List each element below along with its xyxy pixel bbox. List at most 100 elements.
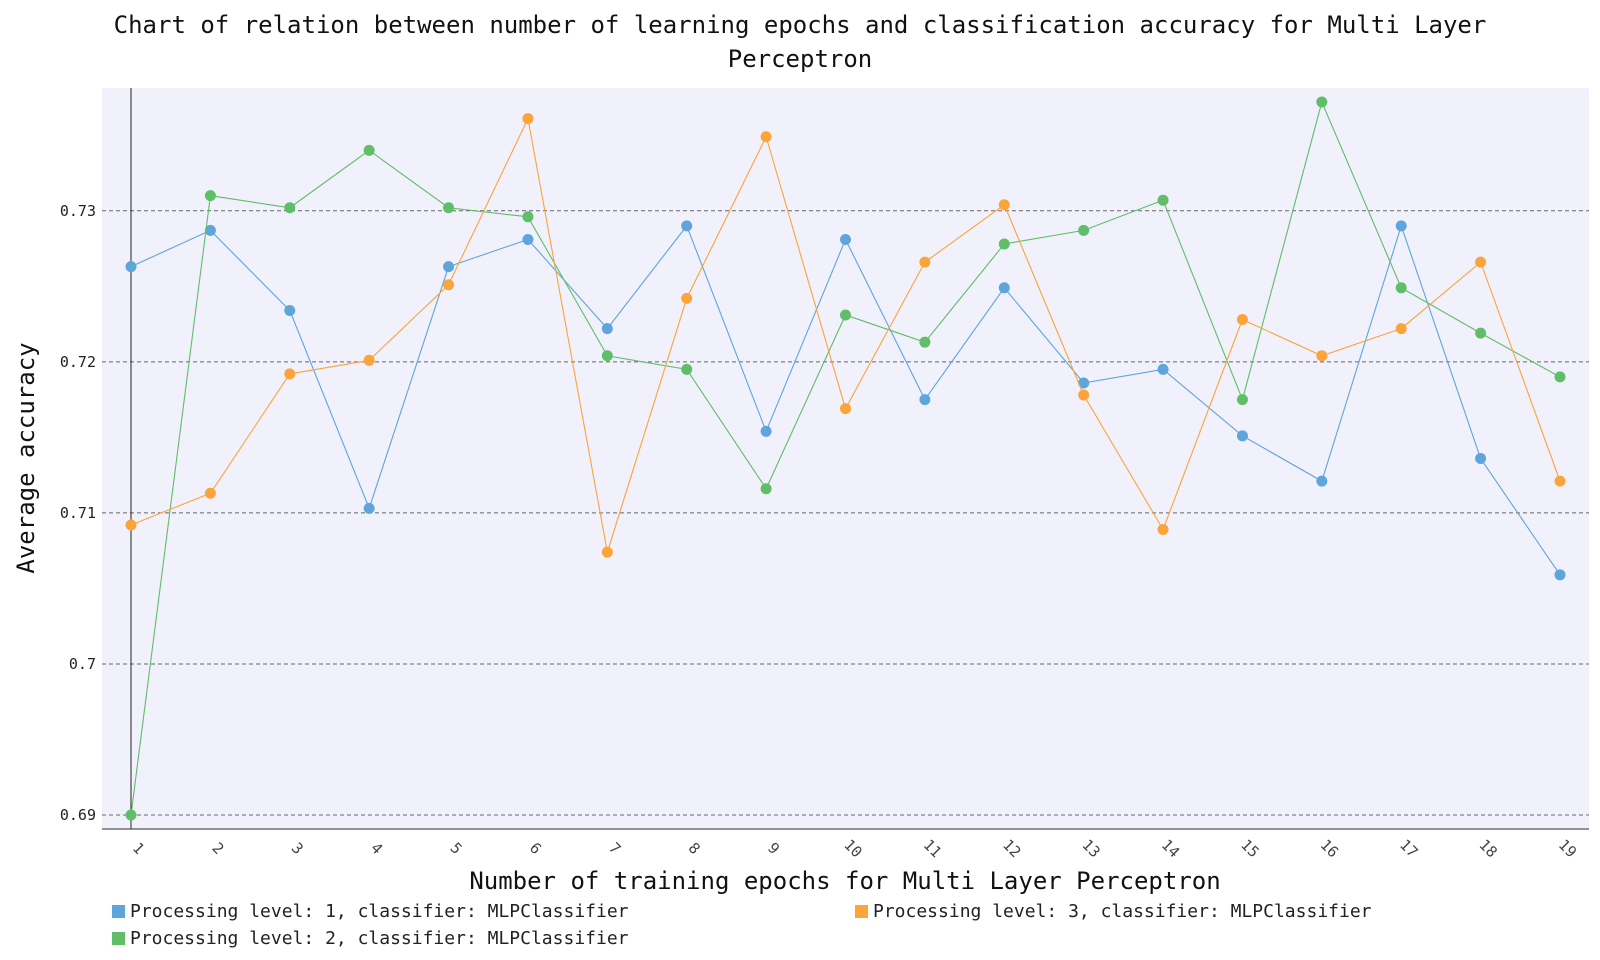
plot-area bbox=[102, 88, 1589, 829]
data-point bbox=[284, 368, 296, 380]
data-point bbox=[363, 354, 375, 366]
x-tick-label: 11 bbox=[920, 836, 946, 862]
data-point bbox=[363, 502, 375, 514]
data-point bbox=[1475, 453, 1487, 464]
data-point bbox=[919, 256, 931, 268]
data-point bbox=[760, 425, 772, 437]
data-point bbox=[1316, 475, 1328, 487]
legend-item: Processing level: 3, classifier: MLPClas… bbox=[855, 901, 1372, 922]
data-point bbox=[998, 282, 1010, 294]
x-tick-label: 17 bbox=[1396, 836, 1422, 862]
x-tick-label: 9 bbox=[764, 839, 783, 858]
y-tick-label: 0.69 bbox=[60, 806, 96, 824]
data-point bbox=[1157, 363, 1169, 375]
x-tick-label: 5 bbox=[447, 839, 466, 858]
legend-swatch bbox=[112, 932, 125, 945]
x-tick-labels: 1 2 3 4 5 6 7 8 9 10 11 12 13 14 15 16 17 18 19 bbox=[129, 836, 1580, 862]
data-point bbox=[522, 113, 534, 125]
series-layer bbox=[125, 96, 1566, 821]
data-point bbox=[204, 487, 216, 499]
data-point bbox=[204, 190, 216, 202]
data-point bbox=[1554, 569, 1566, 581]
data-point bbox=[1157, 523, 1169, 535]
x-tick-label: 8 bbox=[685, 839, 704, 858]
data-point bbox=[919, 336, 931, 348]
legend-label: Processing level: 2, classifier: MLPClas… bbox=[130, 928, 629, 949]
data-point bbox=[1236, 314, 1248, 326]
x-tick-label: 7 bbox=[605, 839, 624, 858]
data-point bbox=[681, 220, 693, 232]
legend-label: Processing level: 3, classifier: MLPClas… bbox=[873, 901, 1372, 922]
x-tick-label: 14 bbox=[1158, 836, 1184, 862]
data-point bbox=[1236, 394, 1248, 406]
x-tick-label: 1 bbox=[129, 839, 148, 858]
legend-swatch bbox=[855, 905, 868, 918]
data-point bbox=[1316, 96, 1328, 108]
data-point bbox=[1554, 371, 1566, 383]
data-point bbox=[1395, 282, 1407, 294]
legend-label: Processing level: 1, classifier: MLPClas… bbox=[130, 901, 629, 922]
chart-title-line2: Perceptron bbox=[728, 45, 873, 73]
x-tick-label: 6 bbox=[526, 839, 545, 858]
data-point bbox=[1395, 220, 1407, 232]
data-point bbox=[125, 261, 137, 273]
legend-item: Processing level: 2, classifier: MLPClas… bbox=[112, 928, 629, 949]
data-point bbox=[998, 199, 1010, 211]
data-point bbox=[1078, 224, 1090, 236]
data-point bbox=[1078, 377, 1090, 389]
data-point bbox=[760, 483, 772, 495]
data-point bbox=[601, 323, 613, 335]
data-point bbox=[284, 202, 296, 214]
x-tick-label: 13 bbox=[1078, 836, 1104, 862]
data-point bbox=[998, 238, 1010, 250]
data-point bbox=[1554, 475, 1566, 487]
data-point bbox=[363, 144, 375, 156]
data-point bbox=[760, 131, 772, 143]
x-tick-label: 4 bbox=[367, 839, 386, 858]
x-axis-label: Number of training epochs for Multi Laye… bbox=[469, 867, 1220, 895]
data-point bbox=[284, 304, 296, 316]
y-tick-label: 0.73 bbox=[60, 202, 96, 220]
chart-title-line1: Chart of relation between number of lear… bbox=[114, 11, 1487, 39]
data-point bbox=[1157, 194, 1169, 206]
data-point bbox=[125, 809, 137, 821]
data-point bbox=[1395, 323, 1407, 335]
x-tick-label: 16 bbox=[1317, 836, 1343, 862]
y-tick-label: 0.7 bbox=[69, 655, 96, 673]
x-tick-label: 2 bbox=[208, 839, 227, 858]
grid-lines bbox=[102, 210, 1589, 816]
legend-swatch bbox=[112, 905, 125, 918]
x-tick-label: 3 bbox=[288, 839, 307, 858]
legend: Processing level: 1, classifier: MLPClas… bbox=[112, 901, 1372, 949]
series-2 bbox=[125, 96, 1566, 821]
data-point bbox=[840, 233, 851, 245]
x-tick-label: 19 bbox=[1555, 836, 1581, 862]
series-3 bbox=[125, 113, 1566, 558]
data-point bbox=[443, 202, 455, 214]
data-point bbox=[681, 292, 693, 304]
data-point bbox=[1475, 256, 1487, 268]
data-point bbox=[681, 363, 693, 375]
data-point bbox=[522, 233, 534, 245]
data-point bbox=[1078, 389, 1090, 401]
y-tick-label: 0.71 bbox=[60, 504, 96, 522]
data-point bbox=[1236, 430, 1248, 442]
data-point bbox=[1475, 327, 1487, 339]
x-tick-label: 18 bbox=[1475, 836, 1501, 862]
data-point bbox=[840, 309, 851, 321]
y-axis-label: Average accuracy bbox=[12, 342, 40, 573]
data-point bbox=[840, 403, 851, 415]
data-point bbox=[1316, 350, 1328, 362]
series-1 bbox=[125, 220, 1566, 581]
y-tick-labels: 0.69 0.7 0.71 0.72 0.73 bbox=[60, 202, 96, 824]
data-point bbox=[443, 261, 455, 273]
x-tick-label: 12 bbox=[999, 836, 1025, 862]
data-point bbox=[601, 546, 613, 558]
x-tick-label: 10 bbox=[840, 836, 866, 862]
data-point bbox=[522, 211, 534, 223]
data-point bbox=[443, 279, 455, 291]
x-tick-label: 15 bbox=[1237, 836, 1263, 862]
legend-item: Processing level: 1, classifier: MLPClas… bbox=[112, 901, 629, 922]
data-point bbox=[204, 224, 216, 236]
